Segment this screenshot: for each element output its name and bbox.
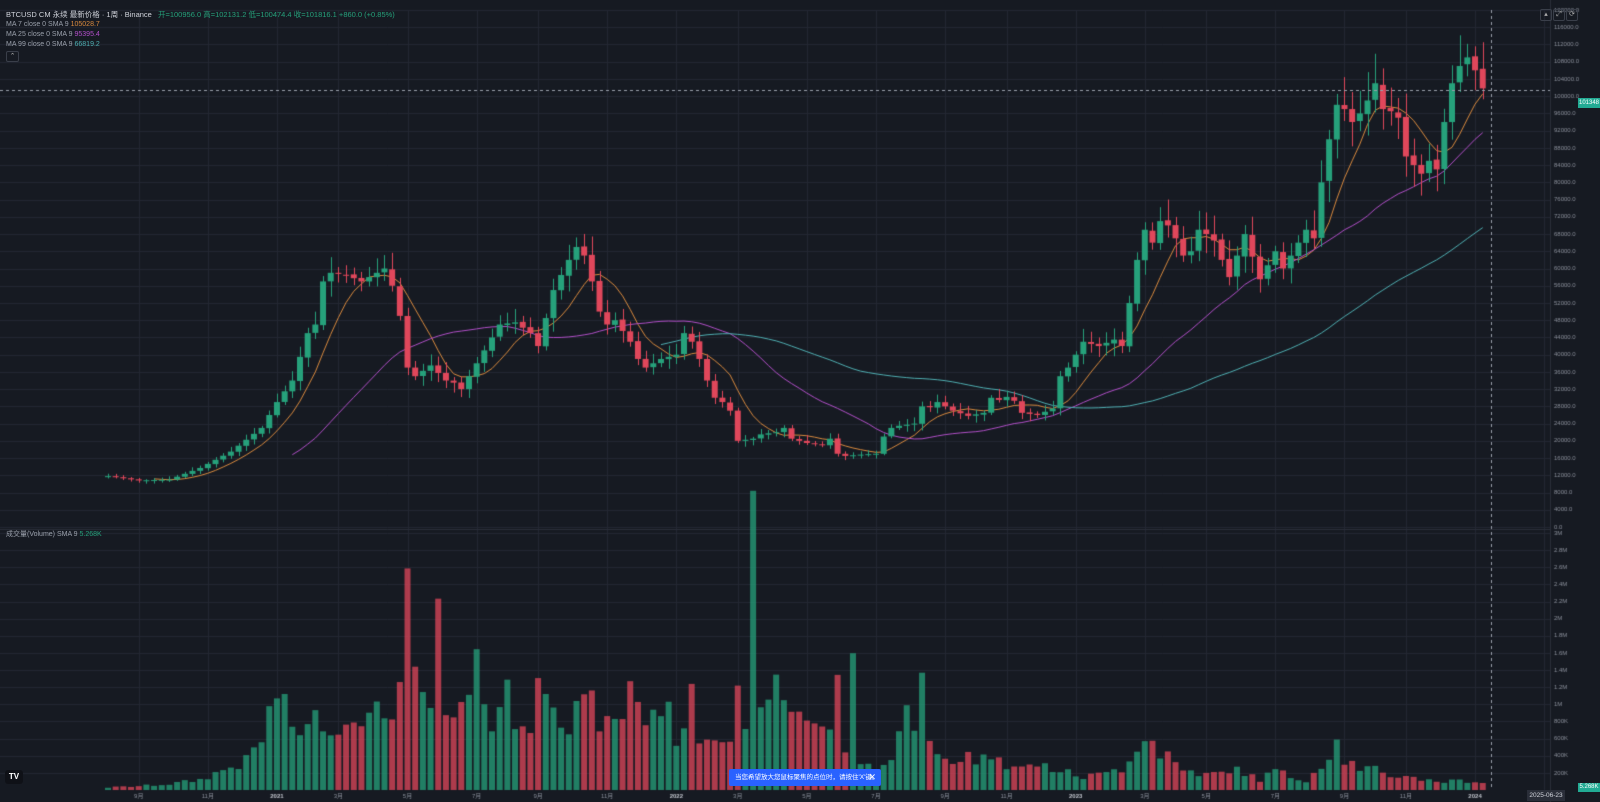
ma7-label: MA 7 close 0 SMA 9 [6,21,69,28]
ma99-label: MA 99 close 0 SMA 9 [6,41,73,48]
volume-label: 成交量(Volume) SMA 9 [6,531,78,538]
pane-settings-button[interactable]: ⟳ [1566,9,1578,21]
volume-value: 5.268K [79,531,102,538]
pane-up-button[interactable]: ▴ [1540,9,1552,21]
volume-legend[interactable]: 成交量(Volume) SMA 9 5.268K [6,530,102,540]
ma99-value: 66819.2 [74,41,100,48]
collapse-legend-button[interactable]: ⌃ [6,51,19,62]
ma7-legend[interactable]: MA 7 close 0 SMA 9 105028.7 [6,20,100,30]
zoom-hint-toast: 当您希望放大您鼠标聚焦的点位时，请按住'X'键。 ✕ [729,769,881,786]
ma99-legend[interactable]: MA 99 close 0 SMA 9 66819.2 [6,40,100,50]
ma25-label: MA 25 close 0 SMA 9 [6,31,73,38]
ohlc-values: 开=100956.0 高=102131.2 低=100474.4 收=10181… [157,10,395,19]
pane-maximize-button[interactable]: ⤢ [1553,9,1565,21]
tradingview-logo[interactable]: TV [5,770,23,784]
ma25-value: 95395.4 [74,31,100,38]
close-icon[interactable]: ✕ [868,772,876,782]
ma25-legend[interactable]: MA 25 close 0 SMA 9 95395.4 [6,30,100,40]
symbol-title[interactable]: BTCUSD CM 永续 最新价格 · 1周 · Binance [6,10,152,19]
last-volume-badge: 5.268K [1578,783,1600,792]
last-price-badge: 101348 [1578,98,1600,108]
crosshair-date-badge: 2025-06-23 [1527,790,1565,801]
zoom-hint-text: 当您希望放大您鼠标聚焦的点位时，请按住'X'键。 [735,774,879,781]
ma7-value: 105028.7 [70,21,100,28]
legend-title-row: BTCUSD CM 永续 最新价格 · 1周 · Binance 开=10095… [6,10,395,20]
